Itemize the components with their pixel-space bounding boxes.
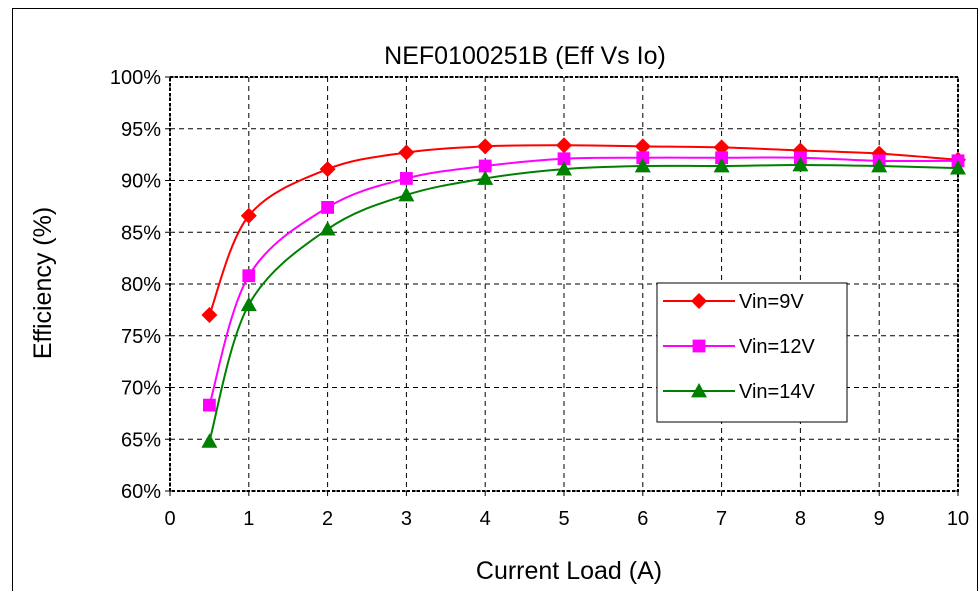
y-tick-label: 100%: [110, 67, 161, 89]
axes: [165, 76, 959, 496]
x-tick-label: 8: [795, 508, 806, 530]
legend-box: [656, 282, 848, 423]
legend: Vin=9V Vin=12V Vin=14V: [656, 282, 848, 423]
legend-label-vin-12v: Vin=12V: [739, 336, 815, 358]
series-vin-14v: [201, 156, 966, 448]
y-tick-label: 85%: [121, 222, 161, 244]
plot-border: [169, 76, 959, 492]
legend-label-vin-9v: Vin=9V: [739, 291, 804, 313]
data-point-vin-9v: [319, 161, 336, 178]
legend-label-vin-14v: Vin=14V: [739, 381, 815, 403]
y-axis-title: Efficiency (%): [29, 207, 57, 359]
y-tick-label: 65%: [121, 429, 161, 451]
x-tick-label: 5: [558, 508, 569, 530]
data-point-vin-9v: [556, 137, 572, 154]
data-point-vin-9v: [201, 307, 218, 324]
chart-title: NEF0100251B (Eff Vs Io): [384, 42, 666, 70]
data-point-vin-12v: [203, 398, 216, 412]
x-tick-label: 1: [243, 508, 254, 530]
series-vin-12v: [203, 151, 965, 412]
data-point-vin-14v: [950, 160, 966, 175]
y-tick-label: 80%: [121, 274, 161, 296]
y-tick-label: 95%: [121, 119, 161, 141]
data-point-vin-14v: [871, 158, 888, 173]
x-tick-label: 10: [947, 508, 969, 530]
data-point-vin-9v: [240, 207, 257, 224]
legend-marker-vin-9v: [691, 293, 707, 309]
x-tick-label: 3: [401, 508, 412, 530]
series-line-vin-14v: [208, 163, 959, 442]
data-point-vin-14v: [792, 156, 809, 172]
data-point-vin-14v: [477, 170, 494, 185]
data-point-vin-14v: [556, 161, 572, 176]
data-point-vin-9v: [477, 138, 494, 155]
x-tick-label: 4: [480, 508, 491, 530]
data-point-vin-12v: [478, 159, 492, 173]
series-line-vin-9v: [208, 144, 959, 316]
x-axis-title: Current Load (A): [476, 557, 662, 585]
x-tick-label: 0: [164, 508, 175, 530]
data-point-vin-12v: [321, 201, 334, 214]
data-point-vin-12v: [400, 172, 413, 185]
data-point-vin-14v: [398, 186, 415, 202]
data-point-vin-9v: [398, 144, 415, 161]
y-tick-label: 75%: [121, 326, 161, 348]
series-group: [201, 137, 966, 448]
y-tick-label: 70%: [121, 378, 161, 400]
x-tick-label: 7: [716, 508, 727, 530]
data-point-vin-14v: [634, 158, 651, 173]
data-point-vin-14v: [713, 158, 730, 173]
x-tick-label: 2: [322, 508, 333, 530]
y-tick-label: 60%: [121, 481, 161, 503]
data-point-vin-9v: [634, 138, 651, 155]
x-tick-labels: 0 1 2 3 4 5 6 7 8 9 10: [164, 508, 969, 530]
y-tick-labels: 60% 65% 70% 75% 80% 85% 90% 95% 100%: [110, 67, 161, 503]
x-tick-label: 6: [637, 508, 648, 530]
data-point-vin-14v: [201, 433, 218, 448]
data-point-vin-14v: [319, 221, 336, 236]
data-point-vin-12v: [636, 151, 650, 165]
data-point-vin-12v: [715, 151, 728, 165]
legend-marker-vin-12v: [692, 339, 706, 353]
series-line-vin-12v: [208, 156, 959, 406]
legend-marker-vin-14v: [691, 383, 707, 398]
data-point-vin-12v: [557, 152, 571, 166]
x-tick-label: 9: [874, 508, 885, 530]
y-tick-label: 90%: [121, 171, 161, 193]
data-point-vin-14v: [240, 296, 257, 312]
data-point-vin-12v: [242, 269, 256, 283]
